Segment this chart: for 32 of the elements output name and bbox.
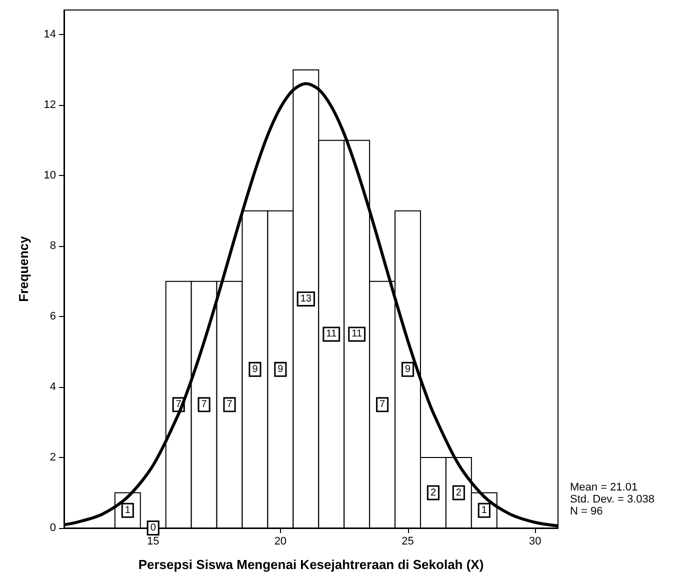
data-label: 9: [404, 364, 411, 375]
text: N = 96: [570, 506, 603, 518]
data-label: 7: [201, 399, 208, 410]
y-tick-label: 6: [50, 310, 56, 323]
y-tick-label: 12: [44, 99, 56, 112]
data-label: 11: [352, 328, 362, 340]
x-tick-label: 20: [274, 536, 287, 548]
data-label: 1: [124, 504, 131, 516]
y-tick-label: 10: [44, 170, 56, 182]
data-label: 7: [226, 399, 233, 410]
y-tick-label: 2: [50, 452, 56, 464]
y-tick-label: 4: [50, 381, 56, 394]
data-label: 13: [300, 293, 312, 304]
data-label: 9: [252, 364, 258, 375]
data-label: 11: [326, 328, 337, 340]
x-axis-title: Persepsi Siswa Mengenai Kesejahtreraan di Sekolah (X): [138, 557, 484, 572]
y-tick-label: 0: [50, 522, 56, 534]
data-label: 7: [176, 399, 182, 410]
x-tick-label: 25: [402, 536, 414, 548]
text: Std. Dev. = 3.038: [570, 494, 654, 506]
x-tick-label: 15: [147, 536, 160, 548]
data-label: 0: [150, 522, 156, 534]
data-label: 9: [278, 364, 284, 375]
y-axis-title: Frequency: [16, 235, 31, 302]
data-label: 2: [456, 487, 462, 498]
data-label: 2: [430, 487, 436, 498]
text: Mean = 21.01: [570, 482, 638, 494]
y-tick-label: 14: [44, 28, 56, 41]
data-label: 1: [481, 504, 488, 516]
y-tick-label: 8: [50, 240, 56, 252]
data-label: 7: [380, 399, 386, 410]
x-tick-label: 30: [528, 536, 542, 548]
